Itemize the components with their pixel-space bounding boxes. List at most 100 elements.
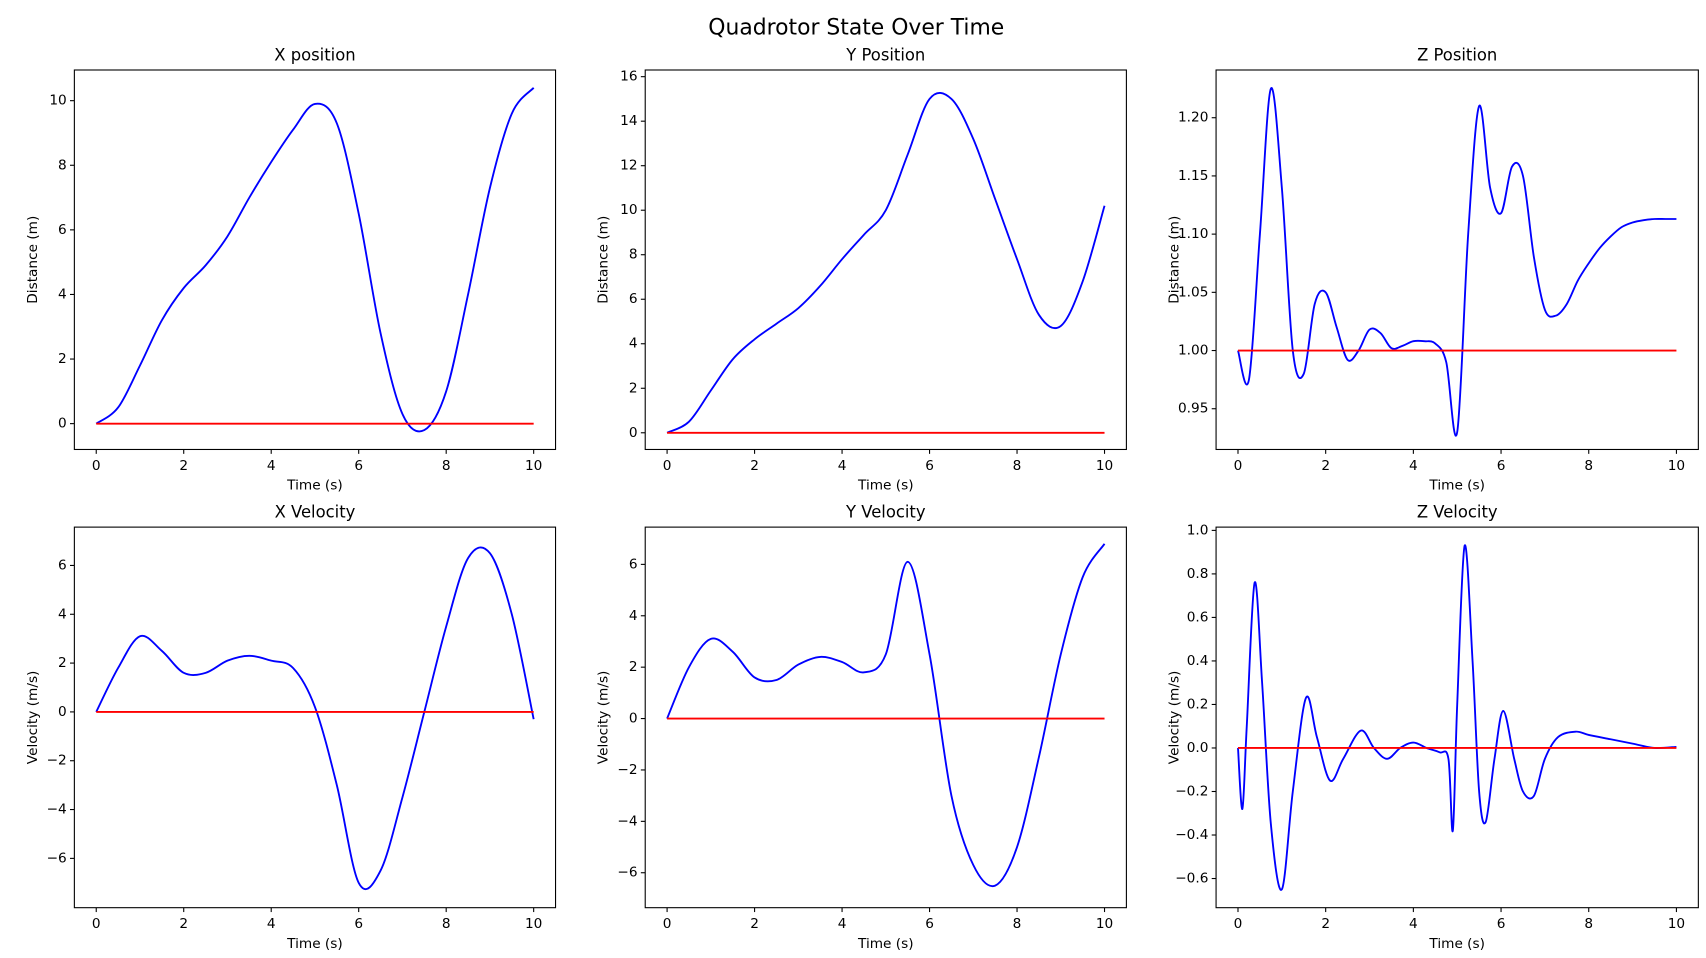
x-tick-label: 4: [838, 916, 847, 932]
y-tick-label: 0.2: [1187, 696, 1209, 712]
x-tick-label: 0: [92, 458, 101, 474]
x-tick-label: 6: [354, 458, 363, 474]
x-tick-label: 4: [1409, 458, 1418, 474]
y-axis-label: Distance (m): [1167, 216, 1183, 304]
data-line: [666, 92, 1106, 434]
y-tick-label: 10: [620, 202, 637, 218]
data-line: [1237, 544, 1677, 891]
y-tick-label: 10: [49, 93, 66, 109]
x-tick-label: 2: [750, 458, 759, 474]
x-tick-label: 6: [925, 458, 934, 474]
y-tick-label: 0: [58, 416, 67, 432]
x-tick-label: 8: [442, 916, 451, 932]
y-tick-label: 1.20: [1178, 110, 1208, 126]
x-tick-label: 0: [1234, 916, 1243, 932]
y-tick-label: −0.6: [1175, 871, 1208, 887]
y-axis-label: Velocity (m/s): [596, 671, 612, 765]
y-tick-label: 0.8: [1187, 566, 1209, 582]
y-tick-label: 8: [58, 157, 67, 173]
y-tick-label: 2: [629, 659, 638, 675]
y-tick-label: −0.2: [1175, 783, 1208, 799]
x-tick-label: 2: [1321, 916, 1330, 932]
x-tick-label: 6: [925, 916, 934, 932]
y-tick-label: 8: [629, 247, 638, 263]
x-tick-label: 0: [1234, 458, 1243, 474]
y-tick-label: 6: [629, 291, 638, 307]
plot-title: Z Position: [1417, 45, 1497, 64]
y-tick-label: 6: [58, 557, 67, 573]
y-tick-label: −6: [617, 865, 637, 881]
x-tick-label: 2: [1321, 458, 1330, 474]
y-tick-label: 0.4: [1187, 653, 1209, 669]
y-tick-label: 4: [629, 608, 638, 624]
y-tick-label: 4: [58, 286, 67, 302]
plot-frame: [644, 69, 1127, 451]
y-tick-label: 4: [629, 336, 638, 352]
x-tick-label: 6: [1497, 458, 1506, 474]
plot-title: X Velocity: [275, 502, 356, 521]
plot-title: X position: [274, 45, 355, 64]
y-tick-label: 6: [629, 556, 638, 572]
x-tick-label: 10: [1096, 916, 1113, 932]
y-tick-label: 1.0: [1187, 522, 1209, 538]
y-tick-label: 0.95: [1178, 401, 1208, 417]
y-tick-label: −6: [47, 850, 67, 866]
y-tick-label: 2: [58, 351, 67, 367]
x-axis-label: Time (s): [1428, 936, 1485, 952]
x-tick-label: 10: [1096, 458, 1113, 474]
y-tick-label: 0: [629, 711, 638, 727]
x-tick-label: 10: [525, 458, 542, 474]
data-line: [95, 546, 535, 890]
y-tick-label: 14: [620, 113, 637, 129]
x-tick-label: 10: [525, 916, 542, 932]
y-tick-label: 6: [58, 222, 67, 238]
x-axis-label: Time (s): [857, 478, 914, 494]
plot-frame: [644, 526, 1127, 909]
y-tick-label: 1.05: [1178, 284, 1208, 300]
x-axis-label: Time (s): [1428, 478, 1485, 494]
x-tick-label: 8: [1013, 458, 1022, 474]
data-line: [1237, 87, 1677, 437]
y-tick-label: −0.4: [1175, 827, 1208, 843]
x-tick-label: 10: [1668, 458, 1685, 474]
y-tick-label: 12: [620, 158, 637, 174]
x-tick-label: 6: [354, 916, 363, 932]
x-axis-label: Time (s): [286, 936, 343, 952]
x-tick-label: 2: [750, 916, 759, 932]
y-tick-label: 4: [58, 606, 67, 622]
x-tick-label: 2: [179, 458, 188, 474]
plot-frame: [1215, 69, 1699, 451]
y-tick-label: 1.15: [1178, 168, 1208, 184]
y-axis-label: Distance (m): [25, 216, 41, 304]
x-tick-label: 8: [1584, 458, 1593, 474]
data-line: [666, 543, 1106, 888]
x-tick-label: 4: [838, 458, 847, 474]
y-tick-label: 0: [629, 425, 638, 441]
x-tick-label: 4: [1409, 916, 1418, 932]
y-tick-label: 1.10: [1178, 226, 1208, 242]
y-tick-label: −4: [47, 802, 67, 818]
x-tick-label: 4: [267, 458, 276, 474]
x-tick-label: 8: [1013, 916, 1022, 932]
plot-title: Z Velocity: [1417, 502, 1498, 521]
y-axis-label: Velocity (m/s): [1167, 671, 1183, 765]
y-tick-label: −4: [617, 813, 637, 829]
plot-frame: [73, 526, 557, 909]
x-tick-label: 2: [179, 916, 188, 932]
y-tick-label: 16: [620, 69, 637, 85]
x-tick-label: 0: [663, 458, 672, 474]
x-tick-label: 8: [1584, 916, 1593, 932]
y-axis-label: Distance (m): [596, 216, 612, 304]
x-tick-label: 8: [442, 458, 451, 474]
x-tick-label: 10: [1668, 916, 1685, 932]
y-tick-label: 0.0: [1187, 740, 1209, 756]
plot-title: Y Velocity: [845, 502, 926, 521]
y-axis-label: Velocity (m/s): [25, 671, 41, 765]
x-tick-label: 0: [92, 916, 101, 932]
x-tick-label: 6: [1497, 916, 1506, 932]
x-axis-label: Time (s): [857, 936, 914, 952]
plot-frame: [73, 69, 557, 451]
